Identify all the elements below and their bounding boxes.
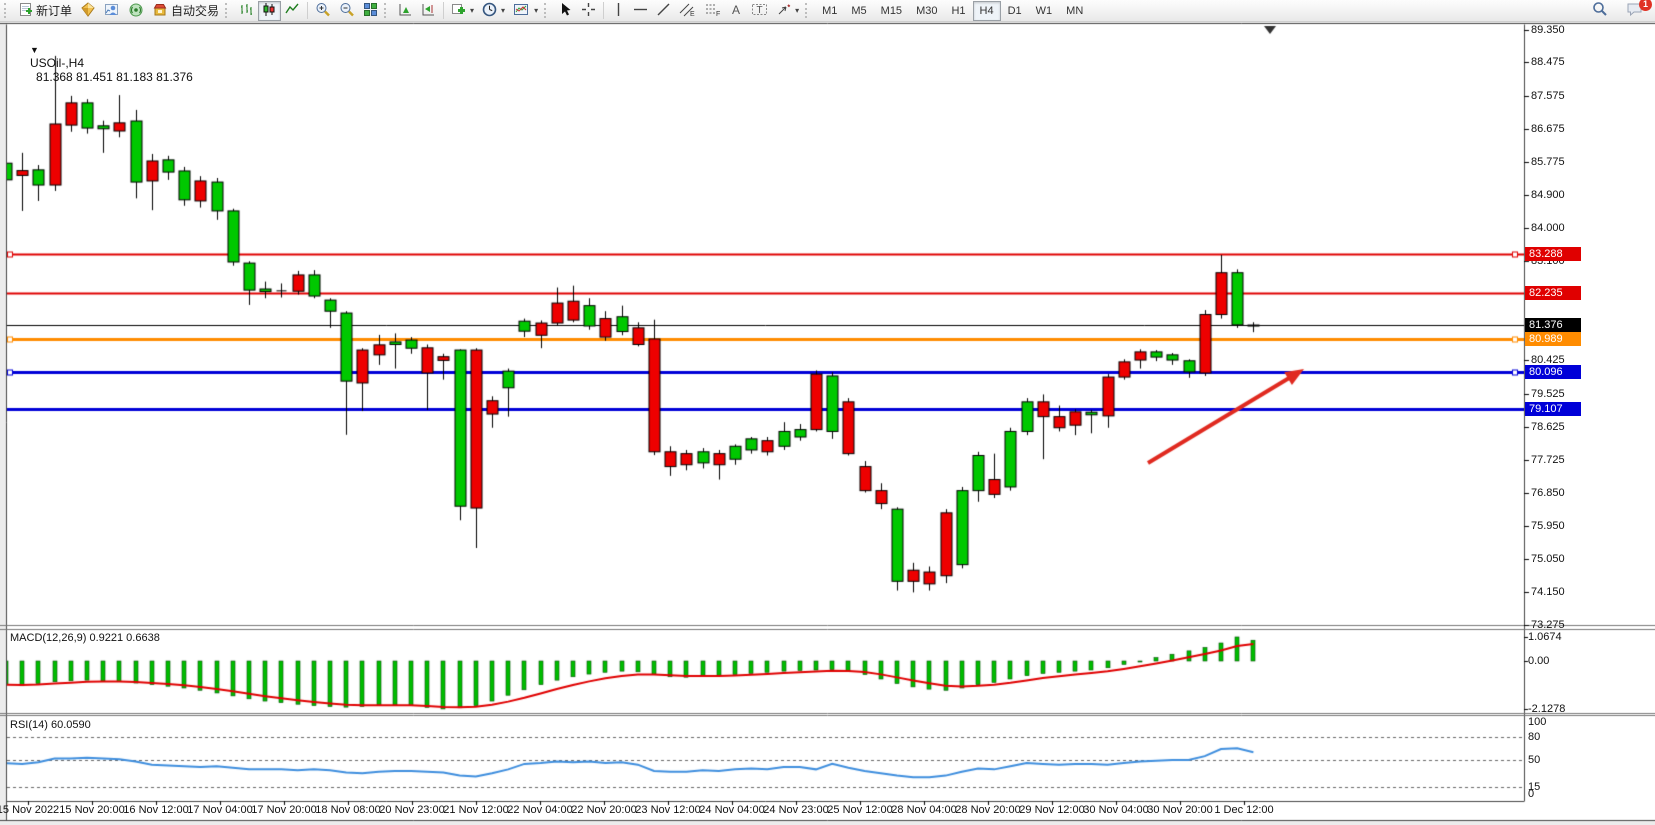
new-order-icon — [18, 2, 33, 20]
horizontal-line-icon — [633, 2, 648, 20]
vertical-line-button[interactable] — [607, 1, 629, 21]
new-order-label: 新订单 — [36, 4, 73, 18]
toolbar-separator — [307, 2, 309, 19]
text-button[interactable]: A — [725, 1, 747, 21]
zoom-in-button[interactable] — [311, 1, 335, 21]
tile-windows-button[interactable] — [359, 1, 382, 21]
svg-text:A: A — [732, 3, 740, 17]
timeframe-group: M1 M5 M15 M30 H1 H4 D1 W1 MN — [815, 0, 1090, 21]
clock-icon — [482, 2, 497, 20]
chart-shift-icon — [421, 2, 436, 20]
timeframe-m1[interactable]: M1 — [815, 1, 844, 21]
templates-button[interactable]: ▾ — [509, 1, 542, 21]
new-chart-icon — [451, 2, 466, 20]
trendline-icon — [656, 2, 671, 20]
toolbar-right: 1 — [1588, 0, 1652, 21]
person-chart-icon — [104, 2, 120, 20]
text-label-button[interactable]: T — [747, 1, 772, 21]
toolbar-separator — [603, 2, 605, 19]
search-button[interactable] — [1588, 1, 1612, 21]
vertical-line-icon — [612, 2, 625, 20]
dropdown-caret-icon: ▾ — [534, 6, 539, 15]
bar-chart-button[interactable] — [235, 1, 258, 21]
toolbar-separator — [443, 2, 445, 19]
gold-gem-icon — [80, 1, 96, 20]
new-order-button[interactable]: 新订单 — [14, 1, 76, 21]
timeframe-m30[interactable]: M30 — [909, 1, 944, 21]
svg-text:T: T — [757, 5, 763, 16]
chart-shift-button[interactable] — [417, 1, 440, 21]
auto-scroll-icon — [398, 2, 413, 20]
shapes-button[interactable]: ▾ — [772, 1, 803, 21]
auto-scroll-button[interactable] — [394, 1, 417, 21]
new-chart-button[interactable]: ▾ — [447, 1, 478, 21]
trendline-button[interactable] — [652, 1, 675, 21]
search-icon — [1592, 1, 1608, 20]
timeframe-m15[interactable]: M15 — [874, 1, 909, 21]
timeframe-h4[interactable]: H4 — [972, 0, 1001, 21]
mql-market-button[interactable] — [76, 1, 100, 21]
toolbar-grip[interactable] — [805, 3, 811, 18]
candlestick-icon — [262, 2, 277, 20]
toolbar-grip[interactable] — [544, 3, 550, 18]
equidistant-channel-icon: E — [679, 2, 696, 20]
chat-button[interactable]: 1 — [1622, 0, 1652, 21]
toolbar-grip[interactable] — [4, 3, 10, 18]
dropdown-caret-icon: ▾ — [795, 6, 800, 15]
bar-chart-icon — [239, 2, 254, 20]
horizontal-line-button[interactable] — [629, 1, 652, 21]
autotrading-label: 自动交易 — [171, 4, 220, 18]
svg-text:F: F — [716, 11, 720, 17]
toolbar-grip[interactable] — [225, 3, 231, 18]
zoom-in-icon — [315, 2, 331, 20]
market-bag-icon — [152, 2, 168, 20]
broadcast-icon — [128, 2, 144, 20]
autotrading-button[interactable]: 自动交易 — [148, 1, 223, 21]
arrows-shapes-icon — [776, 2, 791, 20]
zoom-out-icon — [339, 2, 355, 20]
news-broadcast-button[interactable] — [124, 1, 148, 21]
timeframe-m5[interactable]: M5 — [844, 1, 873, 21]
dropdown-caret-icon: ▾ — [470, 6, 475, 15]
timeframe-w1[interactable]: W1 — [1029, 1, 1060, 21]
line-chart-icon — [285, 2, 300, 20]
period-button[interactable]: ▾ — [478, 1, 509, 21]
toolbar-grip[interactable] — [384, 3, 390, 18]
chat-badge: 1 — [1639, 0, 1652, 11]
tile-windows-icon — [363, 2, 378, 20]
timeframe-h1[interactable]: H1 — [944, 1, 972, 21]
fibonacci-button[interactable]: F — [700, 1, 725, 21]
channel-button[interactable]: E — [675, 1, 700, 21]
label-t-icon: T — [751, 2, 768, 20]
cursor-button[interactable] — [554, 1, 577, 21]
crosshair-button[interactable] — [577, 1, 600, 21]
text-a-icon: A — [730, 2, 743, 20]
cursor-arrow-icon — [558, 2, 573, 20]
timeframe-mn[interactable]: MN — [1059, 1, 1090, 21]
crosshair-icon — [581, 2, 596, 20]
signals-button[interactable] — [100, 1, 124, 21]
template-chart-icon — [513, 2, 530, 20]
fibonacci-icon: F — [704, 2, 721, 20]
zoom-out-button[interactable] — [335, 1, 359, 21]
svg-text:E: E — [690, 11, 695, 17]
line-chart-button[interactable] — [281, 1, 304, 21]
toolbar: 新订单 自动交易 — [0, 0, 1655, 22]
dropdown-caret-icon: ▾ — [501, 6, 506, 15]
timeframe-d1[interactable]: D1 — [1001, 1, 1029, 21]
candlestick-chart-button[interactable] — [258, 0, 282, 21]
